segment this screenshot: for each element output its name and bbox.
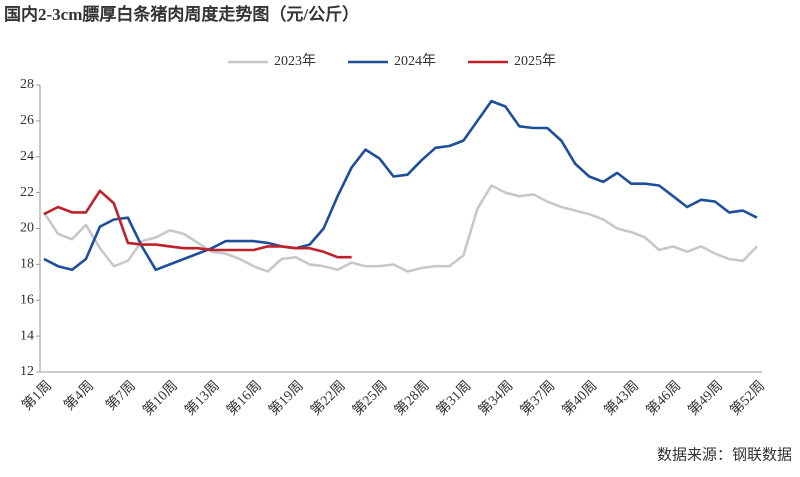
- x-tick-label: 第46周: [643, 377, 685, 419]
- x-tick-label: 第19周: [265, 377, 307, 419]
- x-tick-label: 第4周: [60, 377, 97, 414]
- legend-label: 2024年: [394, 53, 436, 69]
- x-tick-label: 第34周: [475, 377, 517, 419]
- x-tick-label: 第7周: [102, 377, 139, 414]
- x-tick-label: 第16周: [223, 377, 265, 419]
- x-tick-label: 第52周: [726, 377, 768, 419]
- source: 数据来源：钢联数据: [657, 446, 792, 463]
- y-tick-label: 22: [20, 185, 34, 200]
- y-tick-label: 20: [20, 221, 34, 236]
- chart-title: 国内2-3cm膘厚白条猪肉周度走势图（元/公斤）: [4, 4, 359, 24]
- y-tick-label: 14: [20, 328, 34, 343]
- x-tick-label: 第43周: [601, 377, 643, 419]
- x-tick-label: 第31周: [433, 377, 475, 419]
- x-tick-label: 第13周: [181, 377, 223, 419]
- x-tick-label: 第10周: [139, 377, 181, 419]
- legend-label: 2023年: [274, 53, 316, 69]
- y-tick-label: 16: [20, 292, 34, 307]
- series-line: [43, 99, 758, 272]
- y-tick-label: 18: [20, 257, 34, 272]
- x-tick-label: 第40周: [559, 377, 601, 419]
- x-tick-label: 第49周: [684, 377, 726, 419]
- x-tick-label: 第28周: [391, 377, 433, 419]
- legend-label: 2025年: [514, 53, 556, 69]
- series-line: [43, 189, 352, 259]
- y-tick-label: 12: [20, 364, 34, 379]
- x-tick-label: 第22周: [307, 377, 349, 419]
- x-tick-label: 第37周: [517, 377, 559, 419]
- y-tick-label: 28: [20, 77, 34, 92]
- x-tick-label: 第25周: [349, 377, 391, 419]
- x-tick-label: 第1周: [18, 377, 55, 414]
- y-tick-label: 26: [20, 113, 34, 128]
- series-line: [42, 184, 758, 273]
- y-tick-label: 24: [20, 149, 34, 164]
